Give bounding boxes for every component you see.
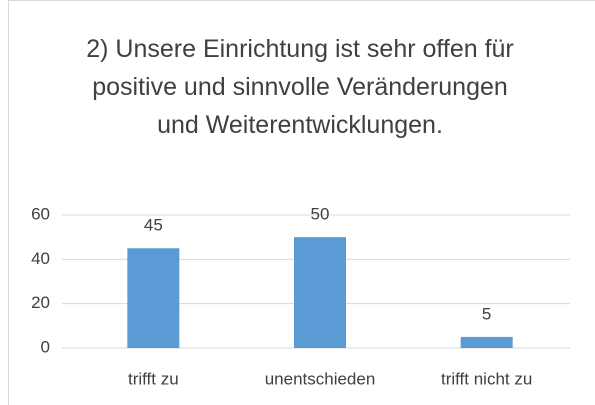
y-tick-label: 20 [31, 293, 50, 312]
bar [460, 336, 513, 348]
y-tick-label: 40 [31, 249, 50, 268]
bar [127, 248, 180, 348]
x-tick-label: trifft zu [128, 369, 179, 388]
bar [294, 237, 346, 348]
value-label: 5 [482, 304, 491, 323]
x-tick-label: unentschieden [265, 369, 376, 388]
y-tick-label: 60 [31, 204, 50, 223]
value-label: 45 [144, 216, 163, 235]
chart-title: 2) Unsere Einrichtung ist sehr offen für… [86, 35, 514, 139]
y-tick-label: 0 [41, 337, 50, 356]
x-tick-label: trifft nicht zu [441, 369, 532, 388]
value-label: 50 [311, 205, 330, 224]
chart-border [8, 0, 595, 405]
